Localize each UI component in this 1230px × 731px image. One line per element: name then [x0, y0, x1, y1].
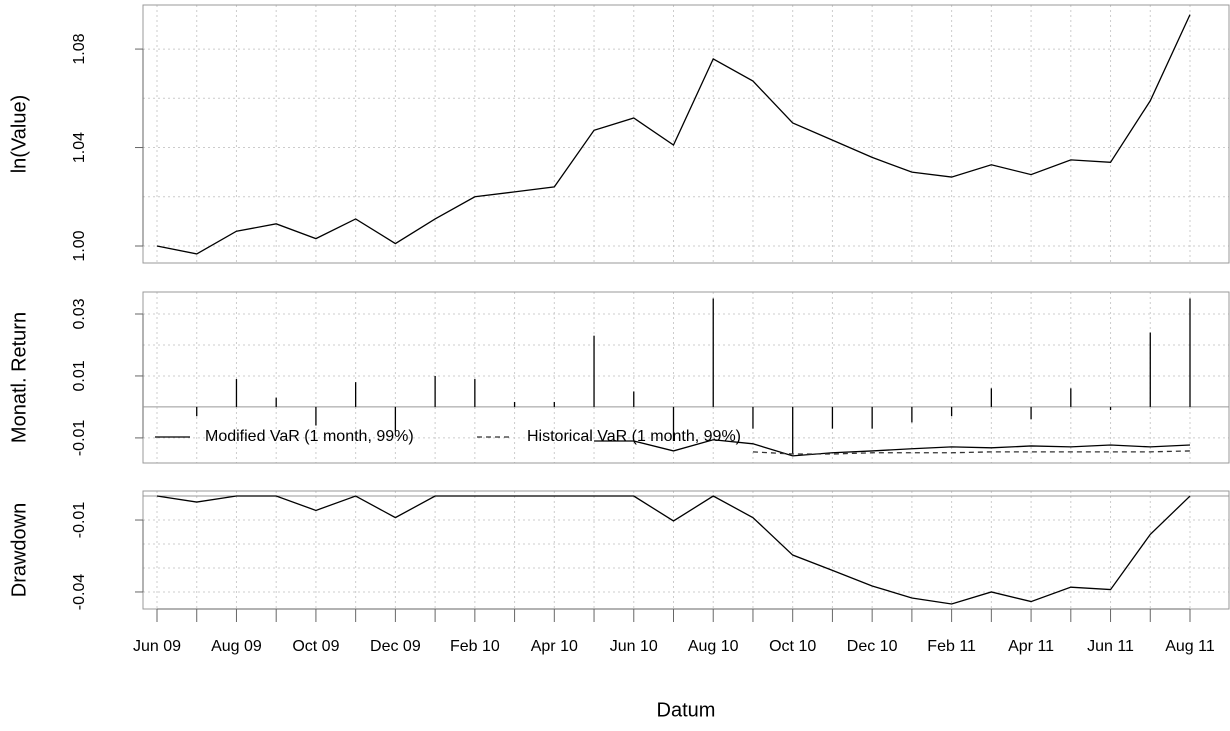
- x-tick-label: Feb 10: [450, 638, 500, 655]
- y-tick-label: 0.01: [71, 360, 88, 391]
- y-tick-label: -0.04: [71, 574, 88, 611]
- y-tick-label: -0.01: [71, 502, 88, 539]
- x-tick-label: Apr 11: [1008, 638, 1054, 655]
- x-tick-label: Feb 11: [927, 638, 976, 655]
- y-tick-label: 1.00: [71, 230, 88, 261]
- y-axis-label: ln(Value): [8, 95, 30, 174]
- x-tick-label: Dec 09: [370, 638, 421, 655]
- y-tick-label: 1.08: [71, 33, 88, 64]
- y-axis-label: Monatl. Return: [8, 312, 30, 443]
- x-tick-label: Dec 10: [847, 638, 898, 655]
- x-tick-label: Aug 11: [1165, 638, 1215, 655]
- x-tick-label: Aug 09: [211, 638, 262, 655]
- x-tick-label: Oct 10: [769, 638, 816, 655]
- y-axis-label: Drawdown: [8, 503, 30, 597]
- x-tick-label: Oct 09: [292, 638, 339, 655]
- panel-box: [142, 4, 1230, 264]
- x-axis-label: Datum: [657, 699, 716, 721]
- y-tick-label: 1.04: [71, 132, 88, 163]
- series-line: [156, 495, 1191, 605]
- var-line: [594, 439, 1191, 457]
- x-tick-label: Jun 10: [610, 638, 658, 655]
- x-tick-label: Aug 10: [688, 638, 739, 655]
- series-line: [156, 14, 1191, 255]
- legend-label: Historical VaR (1 month, 99%): [527, 428, 741, 445]
- y-tick-label: 0.03: [71, 298, 88, 329]
- legend-label: Modified VaR (1 month, 99%): [205, 428, 414, 445]
- var-line: [752, 450, 1191, 455]
- x-tick-label: Jun 11: [1087, 638, 1134, 655]
- panel-box: [142, 490, 1230, 610]
- x-tick-label: Apr 10: [531, 638, 578, 655]
- y-tick-label: -0.01: [71, 420, 88, 457]
- x-tick-label: Jun 09: [133, 638, 181, 655]
